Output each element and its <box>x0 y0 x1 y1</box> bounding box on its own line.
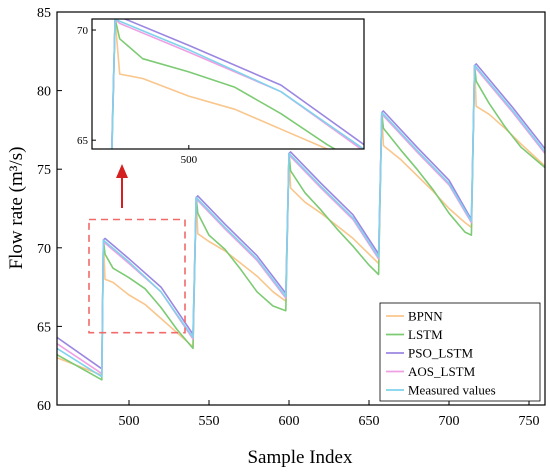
zoom-arrow <box>116 164 128 208</box>
legend-label-bpnn: BPNN <box>408 309 443 324</box>
legend-label-lstm: LSTM <box>408 327 443 342</box>
plot-frame <box>56 11 546 406</box>
y-axis-title: Flow rate (m³/s) <box>6 147 27 270</box>
legend-label-pso-lstm: PSO_LSTM <box>408 346 473 361</box>
series-line-lstm <box>57 64 545 381</box>
series-lines <box>57 63 545 381</box>
y-tick-label: 65 <box>37 320 51 335</box>
y-tick-label: 85 <box>37 6 51 21</box>
y-tick-label: 70 <box>37 242 51 257</box>
inset-y-tick-label: 70 <box>77 25 89 37</box>
legend-label-measured-values: Measured values <box>408 383 496 398</box>
legend: BPNN LSTM PSO_LSTM AOS_LSTM Measured values <box>379 302 541 402</box>
y-tick-label: 80 <box>37 85 51 100</box>
inset-series-lines <box>110 19 364 149</box>
inset-y-tick-label: 65 <box>77 135 89 147</box>
legend-label-aos-lstm: AOS_LSTM <box>408 364 476 379</box>
inset-frame <box>91 18 365 150</box>
x-tick-label: 550 <box>199 414 220 429</box>
y-tick-label: 75 <box>37 163 51 178</box>
series-line-measured-values <box>57 64 545 378</box>
y-tick-label: 60 <box>37 399 51 414</box>
inset-x-tick-label: 500 <box>181 154 198 166</box>
x-tick-label: 650 <box>359 414 380 429</box>
x-tick-label: 500 <box>119 414 140 429</box>
x-tick-label: 750 <box>519 414 540 429</box>
inset-axis-ticks: 500 65 70 <box>77 25 198 166</box>
inset-series-line-bpnn <box>111 19 330 149</box>
series-line-pso-lstm <box>57 63 545 370</box>
inset-series-line-measured-values <box>111 19 364 149</box>
legend-box <box>379 302 541 402</box>
inset-series-line-lstm <box>111 19 337 149</box>
x-axis-ticks: 500 550 600 650 700 750 <box>119 400 540 429</box>
x-axis-title: Sample Index <box>247 447 353 468</box>
zoom-highlight-box <box>88 218 186 334</box>
series-line-bpnn <box>57 64 545 376</box>
x-tick-label: 700 <box>439 414 460 429</box>
inset-background <box>92 19 364 149</box>
x-tick-label: 600 <box>279 414 300 429</box>
